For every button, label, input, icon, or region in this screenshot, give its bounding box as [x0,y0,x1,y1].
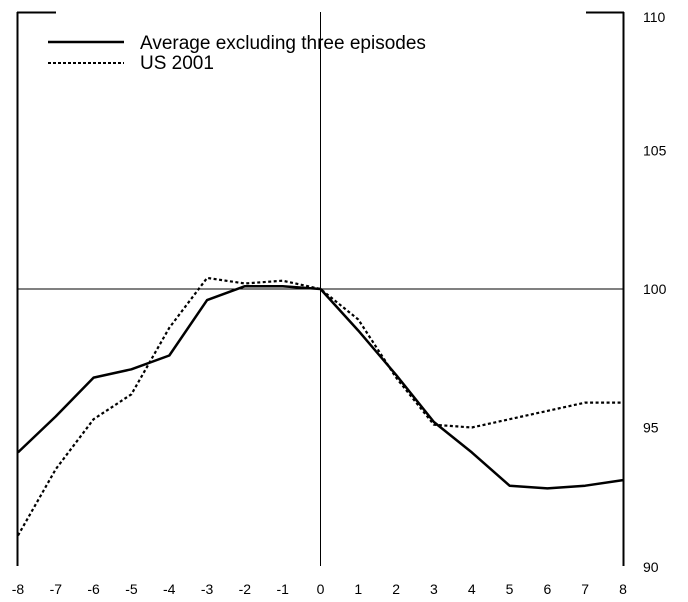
x-tick-label: -1 [276,581,289,597]
x-tick-label: -6 [87,581,100,597]
x-tick-label: -4 [163,581,176,597]
y-tick-label: 110 [643,9,666,25]
y-tick-label: 95 [643,420,659,436]
legend: Average excluding three episodes US 2001 [48,33,426,74]
x-tick-label: 2 [392,581,400,597]
plot-frame [16,11,625,566]
x-tick-label: 7 [581,581,589,597]
x-tick-label: -3 [201,581,214,597]
legend-label-us2001: US 2001 [140,53,214,74]
y-tick-label: 90 [643,559,659,575]
x-tick-label: -8 [12,581,25,597]
series-line-average [17,284,624,490]
series-layer [17,276,624,537]
series-line-us2001 [17,276,623,537]
y-tick-labels: 90 95 100 105 110 [643,9,667,575]
x-tick-label: 1 [354,581,362,597]
x-tick-label: 0 [317,581,325,597]
x-tick-label: 3 [430,581,438,597]
y-tick-label: 105 [643,143,667,159]
legend-label-average: Average excluding three episodes [140,33,426,54]
y-tick-label: 100 [643,281,667,297]
x-tick-label: 5 [506,581,514,597]
x-tick-label: -2 [239,581,252,597]
x-tick-label: 6 [543,581,551,597]
x-tick-label: -7 [50,581,63,597]
x-tick-labels: -8 -7 -6 -5 -4 -3 -2 -1 0 1 2 3 4 5 6 7 8 [12,581,627,597]
x-tick-label: -5 [125,581,138,597]
x-tick-label: 4 [468,581,476,597]
x-tick-label: 8 [619,581,627,597]
